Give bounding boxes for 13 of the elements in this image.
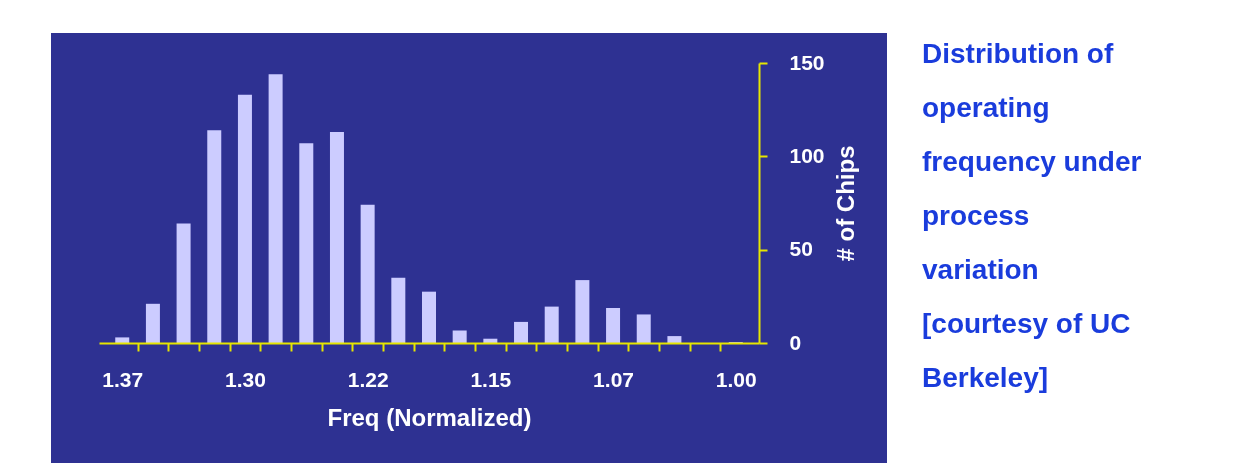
x-tick-label: 1.15: [470, 367, 512, 391]
x-axis-title: Freq (Normalized): [327, 403, 532, 431]
x-tick-label: 1.07: [593, 367, 634, 391]
x-tick-label: 1.30: [225, 367, 266, 391]
y-tick-label: 100: [789, 143, 825, 167]
y-axis-title: # of Chips: [831, 145, 859, 262]
y-tick-label: 50: [789, 237, 813, 261]
y-tick-label: 0: [789, 330, 802, 354]
text: Distribution of operating frequency under process variation [courtesy of UC Berkeley]: [922, 38, 1142, 393]
x-tick-label: 1.22: [347, 367, 389, 391]
x-tick-label: 1.00: [715, 367, 757, 391]
x-tick-label: 1.37: [102, 367, 144, 391]
y-tick-label: 150: [789, 50, 825, 74]
